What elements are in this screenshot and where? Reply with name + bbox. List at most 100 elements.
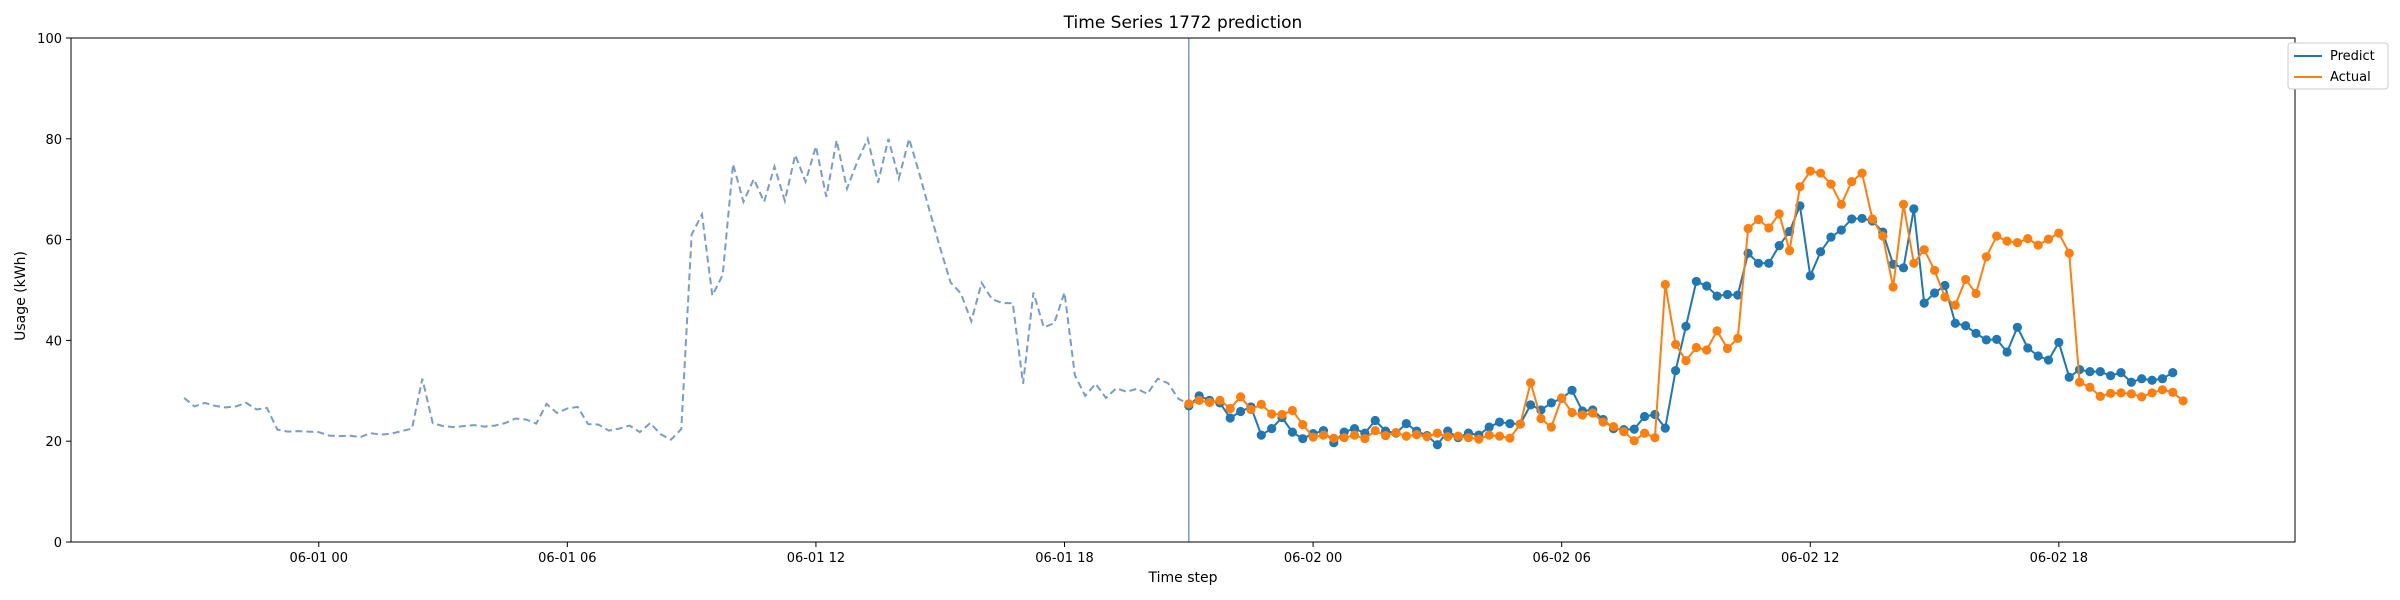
- actual-point: [2054, 228, 2064, 238]
- predict-point: [2043, 355, 2054, 365]
- actual-point: [1681, 355, 1691, 366]
- predict-point: [1826, 232, 1836, 242]
- predict-point: [2023, 343, 2033, 353]
- predict-point: [1370, 415, 1380, 426]
- actual-point: [1660, 279, 1670, 290]
- actual-point: [1298, 419, 1308, 430]
- actual-point: [2074, 377, 2085, 387]
- predict-point: [1267, 424, 1277, 434]
- predict-point: [1639, 411, 1650, 422]
- actual-point: [1940, 292, 1950, 302]
- x-axis-label: Time step: [1148, 570, 1218, 586]
- predict-point: [1484, 422, 1494, 432]
- predict-point: [1919, 298, 1929, 308]
- actual-point: [1391, 428, 1401, 438]
- actual-point: [1712, 326, 1722, 336]
- predict-point: [1898, 263, 1909, 273]
- y-tick-label: 20: [45, 435, 62, 450]
- predict-point: [1950, 318, 1960, 328]
- predict-point: [1494, 417, 1505, 427]
- actual-point: [1277, 409, 1287, 420]
- actual-point: [1722, 343, 1732, 354]
- predict-point: [2012, 322, 2023, 332]
- x-tick-label: 06-01 06: [538, 551, 596, 566]
- actual-point: [1412, 430, 1422, 440]
- actual-point: [1919, 245, 1929, 255]
- predict-point: [1753, 258, 1764, 268]
- predict-point: [2116, 368, 2126, 378]
- actual-point: [1898, 199, 1909, 209]
- predict-point: [1764, 258, 1774, 268]
- actual-point: [1235, 392, 1246, 402]
- predict-point: [2054, 337, 2064, 348]
- predict-point: [1691, 276, 1701, 287]
- y-tick-label: 0: [54, 536, 62, 551]
- predict-point: [2085, 367, 2095, 377]
- predict-point: [1629, 424, 1639, 434]
- predict-point: [1401, 418, 1411, 429]
- predict-point: [2147, 375, 2157, 385]
- predict-point: [1961, 321, 1971, 331]
- actual-point: [1836, 199, 1846, 209]
- actual-point: [1816, 168, 1826, 178]
- actual-point: [1318, 430, 1329, 440]
- predict-point: [1992, 334, 2002, 344]
- predict-point: [2168, 368, 2178, 378]
- y-tick-label: 100: [37, 32, 62, 47]
- actual-point: [1432, 428, 1442, 438]
- history-series-line: [183, 135, 1190, 441]
- actual-point: [2178, 396, 2188, 406]
- actual-point: [2002, 236, 2012, 246]
- actual-point: [1992, 231, 2002, 241]
- actual-point: [1443, 432, 1453, 442]
- x-tick-label: 06-02 18: [2030, 551, 2088, 566]
- actual-point: [1546, 422, 1556, 432]
- actual-point: [1474, 434, 1484, 444]
- predict-point: [1235, 406, 1246, 417]
- actual-point: [1671, 339, 1681, 350]
- actual-point: [1588, 408, 1598, 418]
- predict-point: [1650, 409, 1660, 420]
- actual-point: [1608, 421, 1619, 432]
- predict-point: [2033, 351, 2043, 361]
- predict-point: [1546, 398, 1556, 408]
- actual-point: [2085, 382, 2095, 392]
- actual-point: [1619, 427, 1629, 437]
- actual-point: [1494, 431, 1505, 441]
- predict-point: [2074, 365, 2085, 375]
- actual-point: [1360, 434, 1370, 444]
- actual-point: [1422, 432, 1432, 442]
- predict-point: [2157, 374, 2168, 384]
- predict-point: [1505, 418, 1515, 429]
- predict-point: [1432, 440, 1442, 450]
- actual-point: [2023, 233, 2033, 244]
- predict-point: [1287, 427, 1297, 437]
- actual-point: [1339, 433, 1349, 443]
- actual-point: [1878, 231, 1888, 241]
- predict-point: [2137, 374, 2147, 384]
- actual-point: [1929, 265, 1940, 275]
- predict-point: [1567, 385, 1577, 395]
- series-layer: [183, 38, 2188, 542]
- actual-point: [1515, 419, 1525, 429]
- actual-point: [1753, 214, 1764, 225]
- predict-point: [1660, 423, 1670, 433]
- actual-point: [1950, 300, 1960, 310]
- actual-point: [1629, 436, 1639, 446]
- predict-point: [1981, 335, 1991, 345]
- predict-point: [1671, 366, 1681, 376]
- predict-point: [2126, 377, 2136, 387]
- actual-point: [1567, 407, 1577, 418]
- actual-point: [2095, 391, 2105, 401]
- actual-point: [1909, 258, 1919, 268]
- actual-point: [1329, 433, 1339, 443]
- actual-point: [1308, 432, 1318, 442]
- predict-point: [1681, 321, 1691, 331]
- x-tick-label: 06-02 12: [1781, 551, 1839, 566]
- predict-point: [2064, 372, 2074, 382]
- predict-point: [1836, 225, 1846, 235]
- predict-point: [1857, 213, 1867, 224]
- tick-layer: 0 20 40 60 80 100 06-01 00 06-01 06 06-01 12 06-0…: [37, 32, 2088, 566]
- actual-point: [1857, 168, 1867, 178]
- x-tick-label: 06-01 18: [1035, 551, 1093, 566]
